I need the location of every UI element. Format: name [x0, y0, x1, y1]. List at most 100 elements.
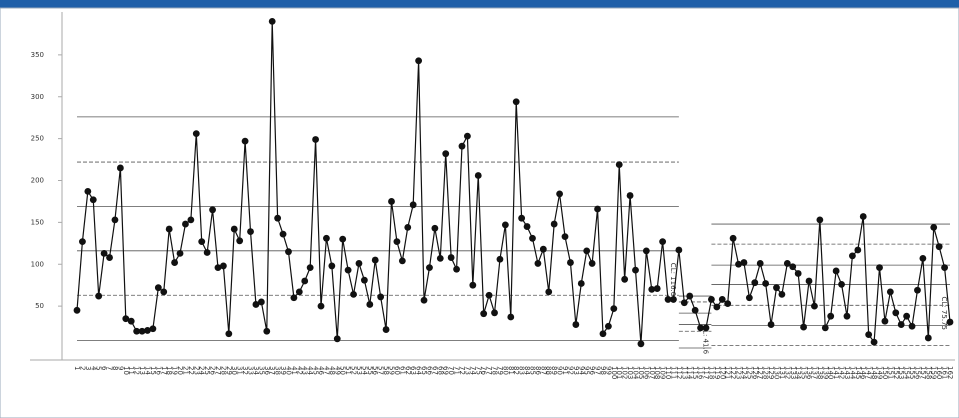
x-tick-label: 88 [545, 366, 553, 375]
data-point [632, 266, 639, 274]
y-tick-label: 150 [31, 218, 44, 226]
x-tick-label: 32 [241, 366, 249, 375]
x-tick-label: 40 [284, 366, 292, 375]
x-tick-label: 9 [116, 366, 124, 370]
x-tick-label: 74 [469, 366, 477, 375]
data-point [171, 259, 179, 266]
x-tick-label: 85 [528, 366, 536, 375]
x-tick-label: 78 [491, 366, 499, 375]
x-tick-label: 113 [680, 366, 688, 379]
data-point [447, 254, 455, 261]
data-point [903, 312, 911, 320]
x-tick-label: 66 [425, 366, 433, 375]
y-tick-label: 350 [31, 51, 44, 59]
data-point [735, 260, 742, 268]
data-point [745, 294, 753, 302]
data-point [507, 313, 515, 321]
data-point [485, 291, 493, 299]
x-tick-label: 8 [111, 366, 119, 370]
x-tick-label: 82 [512, 366, 520, 375]
data-point [176, 249, 184, 257]
data-point [783, 260, 791, 267]
data-point [333, 335, 341, 343]
data-point [865, 331, 873, 338]
x-tick-label: 158 [924, 366, 932, 379]
data-point [220, 262, 227, 270]
x-tick-label: 18 [165, 366, 173, 375]
data-point [653, 285, 661, 292]
x-tick-label: 84 [523, 366, 531, 375]
data-point [789, 263, 797, 271]
x-tick-label: 137 [810, 366, 818, 379]
x-tick-label: 159 [930, 366, 938, 379]
x-tick-label: 64 [415, 366, 423, 375]
data-point [892, 309, 900, 317]
x-tick-label: 26 [209, 366, 217, 375]
data-point [355, 260, 363, 267]
x-tick-label: 68 [436, 366, 444, 375]
x-tick-label: 83 [518, 366, 526, 375]
x-tick-label: 127 [756, 366, 764, 379]
data-point [914, 286, 921, 294]
x-tick-label: 25 [203, 366, 211, 375]
data-point [811, 302, 818, 310]
data-point [708, 296, 715, 303]
data-point [637, 340, 645, 348]
data-point [697, 324, 704, 332]
header-bar [0, 0, 959, 8]
x-tick-label: 71 [453, 366, 461, 375]
x-tick-label: 15 [149, 366, 157, 375]
x-tick-label: 19 [171, 366, 179, 375]
x-tick-label: 24 [198, 366, 206, 375]
data-point [794, 270, 802, 277]
data-point [740, 259, 748, 266]
data-point [480, 310, 488, 318]
x-tick-label: 87 [539, 366, 547, 375]
x-tick-label: 69 [442, 366, 450, 375]
x-tick-label: 155 [908, 366, 916, 379]
data-point [328, 262, 336, 270]
x-tick-label: 46 [317, 366, 325, 375]
data-point [469, 281, 477, 289]
data-point [561, 233, 569, 241]
x-tick-label: 79 [496, 366, 504, 375]
data-point [610, 305, 618, 313]
data-point [870, 338, 878, 346]
data-point [724, 300, 732, 308]
x-tick-label: 67 [431, 366, 439, 375]
x-tick-label: 34 [252, 366, 260, 375]
data-point [344, 266, 352, 274]
x-tick-label: 130 [772, 366, 780, 379]
data-point [149, 325, 157, 333]
data-point [539, 245, 547, 253]
data-point [821, 324, 829, 332]
data-point [642, 247, 650, 255]
data-point [604, 322, 612, 330]
data-point [702, 324, 710, 332]
x-tick-label: 160 [935, 366, 943, 379]
data-point [832, 267, 840, 275]
data-point [718, 296, 726, 303]
data-point [160, 288, 168, 296]
data-point [225, 330, 233, 338]
data-point [312, 136, 319, 143]
x-tick-label: 35 [257, 366, 265, 375]
x-tick-label: 81 [507, 366, 515, 375]
x-tick-label: 152 [892, 366, 900, 379]
x-tick-label: 125 [745, 366, 753, 379]
data-point [491, 309, 498, 317]
x-tick-label: 95 [583, 366, 591, 375]
x-tick-label: 89 [550, 366, 558, 375]
x-tick-label: 61 [398, 366, 406, 375]
data-point [371, 256, 379, 264]
data-point [545, 288, 553, 296]
data-point [377, 293, 385, 301]
data-point [144, 327, 151, 334]
x-tick-label: 111 [669, 366, 677, 379]
y-tick-label: 50 [35, 302, 44, 310]
x-tick-label: 131 [778, 366, 786, 379]
data-point [192, 130, 200, 138]
data-point [453, 265, 460, 273]
x-tick-label: 123 [735, 366, 743, 379]
x-tick-label: 16 [154, 366, 162, 375]
